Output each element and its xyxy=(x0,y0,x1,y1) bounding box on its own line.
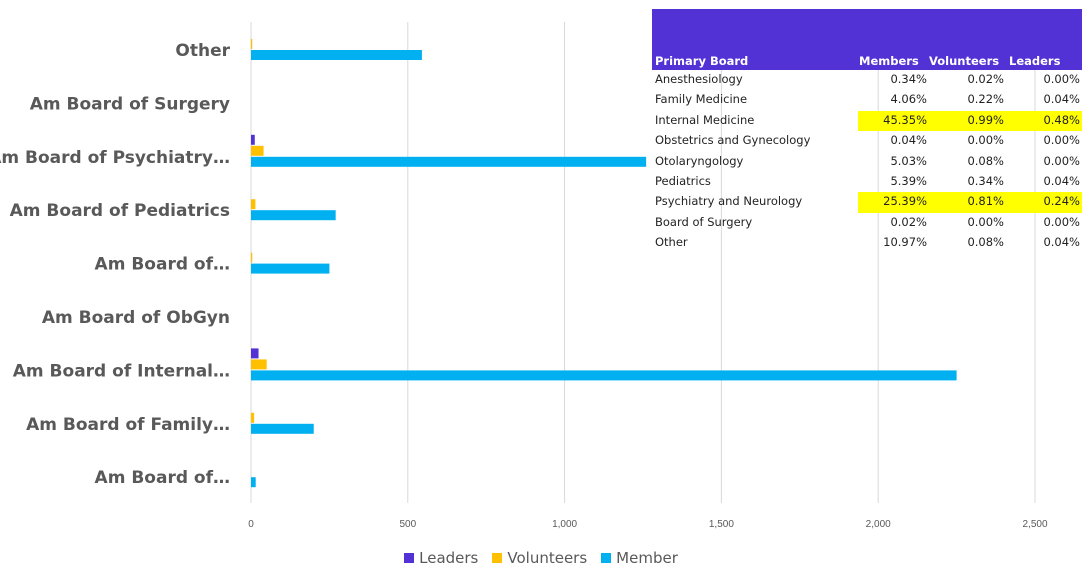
cell-volunteers: 0.00% xyxy=(967,214,1004,229)
summary-table: Primary Board Members Volunteers Leaders… xyxy=(652,9,1082,254)
category-label: Am Board of Surgery xyxy=(30,94,230,114)
cell-volunteers: 0.81% xyxy=(967,194,1004,209)
bar-member xyxy=(251,156,647,167)
x-tick-label: 2,500 xyxy=(1022,519,1047,530)
category-label: Other xyxy=(175,41,230,61)
cell-members: 10.97% xyxy=(883,235,927,250)
x-tick-label: 2,000 xyxy=(866,519,891,530)
cell-members: 4.06% xyxy=(890,92,927,107)
cell-volunteers: 0.08% xyxy=(967,153,1004,168)
header-leaders: Leaders xyxy=(1009,54,1061,68)
legend: Leaders Volunteers Member xyxy=(0,549,1082,567)
x-tick-label: 1,500 xyxy=(709,519,734,530)
cell-volunteers: 0.02% xyxy=(967,72,1004,86)
cell-members: 0.34% xyxy=(890,72,927,86)
header-members: Members xyxy=(859,54,919,68)
bar-volunteers xyxy=(251,359,267,370)
cell-leaders: 0.00% xyxy=(1043,214,1080,229)
bar-member xyxy=(251,210,336,221)
bar-volunteers xyxy=(251,145,264,156)
cell-board: Otolaryngology xyxy=(655,153,744,168)
bar-member xyxy=(251,477,256,488)
cell-board: Internal Medicine xyxy=(655,112,755,127)
legend-swatch-volunteers xyxy=(492,553,503,563)
bar-volunteers xyxy=(251,39,253,49)
header-board: Primary Board xyxy=(655,54,749,68)
category-label: Am Board of Pediatrics xyxy=(10,201,230,221)
cell-board: Family Medicine xyxy=(655,92,748,107)
cell-members: 25.39% xyxy=(883,194,927,209)
x-tick-label: 0 xyxy=(248,519,254,530)
cell-leaders: 0.04% xyxy=(1043,173,1080,188)
cell-leaders: 0.00% xyxy=(1043,72,1080,86)
table-row: Pediatrics 5.39% 0.34% 0.04% xyxy=(652,172,1082,192)
bar-leaders xyxy=(251,348,259,359)
legend-item-leaders: Leaders xyxy=(404,549,478,567)
cell-volunteers: 0.08% xyxy=(967,235,1004,250)
bar-member xyxy=(251,370,957,381)
x-tick-label: 1,000 xyxy=(552,519,577,530)
cell-members: 45.35% xyxy=(883,112,927,127)
table-row: Obstetrics and Gynecology 0.04% 0.00% 0.00% xyxy=(652,131,1082,151)
table-row: Board of Surgery 0.02% 0.00% 0.00% xyxy=(652,213,1082,233)
cell-volunteers: 0.99% xyxy=(967,112,1004,127)
bar-volunteers xyxy=(251,412,255,423)
legend-item-volunteers: Volunteers xyxy=(492,549,587,567)
cell-board: Anesthesiology xyxy=(655,72,743,86)
cell-board: Obstetrics and Gynecology xyxy=(655,133,811,148)
bar-volunteers xyxy=(251,199,256,210)
cell-leaders: 0.24% xyxy=(1043,194,1080,209)
cell-leaders: 0.04% xyxy=(1043,92,1080,107)
table-row: Family Medicine 4.06% 0.22% 0.04% xyxy=(652,90,1082,110)
row-highlight xyxy=(858,110,1082,132)
cell-leaders: 0.00% xyxy=(1043,133,1080,148)
legend-swatch-leaders xyxy=(404,553,415,563)
cell-board: Pediatrics xyxy=(655,173,711,188)
bar-leaders xyxy=(251,134,255,145)
legend-item-member: Member xyxy=(601,549,678,567)
cell-board: Psychiatry and Neurology xyxy=(655,194,803,209)
table-row: Internal Medicine 45.35% 0.99% 0.48% xyxy=(652,110,1082,132)
category-label: Am Board of Family… xyxy=(26,415,230,435)
bar-volunteers xyxy=(251,252,253,263)
category-label: Am Board of… xyxy=(95,255,230,275)
table-header: Primary Board Members Volunteers Leaders xyxy=(652,9,1082,70)
gridlines xyxy=(250,22,1036,503)
cell-board: Board of Surgery xyxy=(655,214,753,229)
legend-label-leaders: Leaders xyxy=(419,549,479,567)
cell-board: Other xyxy=(655,235,688,250)
category-label: Am Board of ObGyn xyxy=(42,308,230,328)
category-label: Am Board of… xyxy=(95,468,230,488)
bar-member xyxy=(251,263,330,274)
cell-volunteers: 0.22% xyxy=(967,92,1004,107)
bar-member xyxy=(251,423,314,434)
table-row: Anesthesiology 0.34% 0.02% 0.00% xyxy=(652,70,1082,90)
category-labels: Other Am Board of Surgery Am Board of Psyc… xyxy=(0,41,231,488)
x-tick-labels: 0 500 1,000 1,500 2,000 2,500 xyxy=(248,519,1048,530)
cell-leaders: 0.48% xyxy=(1043,112,1080,127)
cell-volunteers: 0.00% xyxy=(967,133,1004,148)
table-body: Anesthesiology 0.34% 0.02% 0.00% Family Medi… xyxy=(652,70,1082,254)
cell-members: 0.02% xyxy=(890,214,927,229)
row-highlight xyxy=(858,192,1082,213)
cell-members: 5.39% xyxy=(890,173,927,188)
cell-members: 5.03% xyxy=(890,153,927,168)
category-label: Am Board of Psychiatry… xyxy=(0,148,230,168)
cell-leaders: 0.04% xyxy=(1043,235,1080,250)
legend-swatch-member xyxy=(601,553,612,563)
legend-label-member: Member xyxy=(616,549,678,567)
x-tick-label: 500 xyxy=(399,519,416,530)
table-row: Other 10.97% 0.08% 0.04% xyxy=(652,233,1082,253)
cell-members: 0.04% xyxy=(890,133,927,148)
table-row: Psychiatry and Neurology 25.39% 0.81% 0.24% xyxy=(652,192,1082,213)
header-volunteers: Volunteers xyxy=(929,54,1000,68)
bar-member xyxy=(251,50,422,60)
cell-volunteers: 0.34% xyxy=(967,173,1004,188)
bars xyxy=(251,39,957,488)
legend-label-volunteers: Volunteers xyxy=(507,549,588,567)
cell-leaders: 0.00% xyxy=(1043,153,1080,168)
category-label: Am Board of Internal… xyxy=(13,361,230,381)
table-row: Otolaryngology 5.03% 0.08% 0.00% xyxy=(652,152,1082,172)
